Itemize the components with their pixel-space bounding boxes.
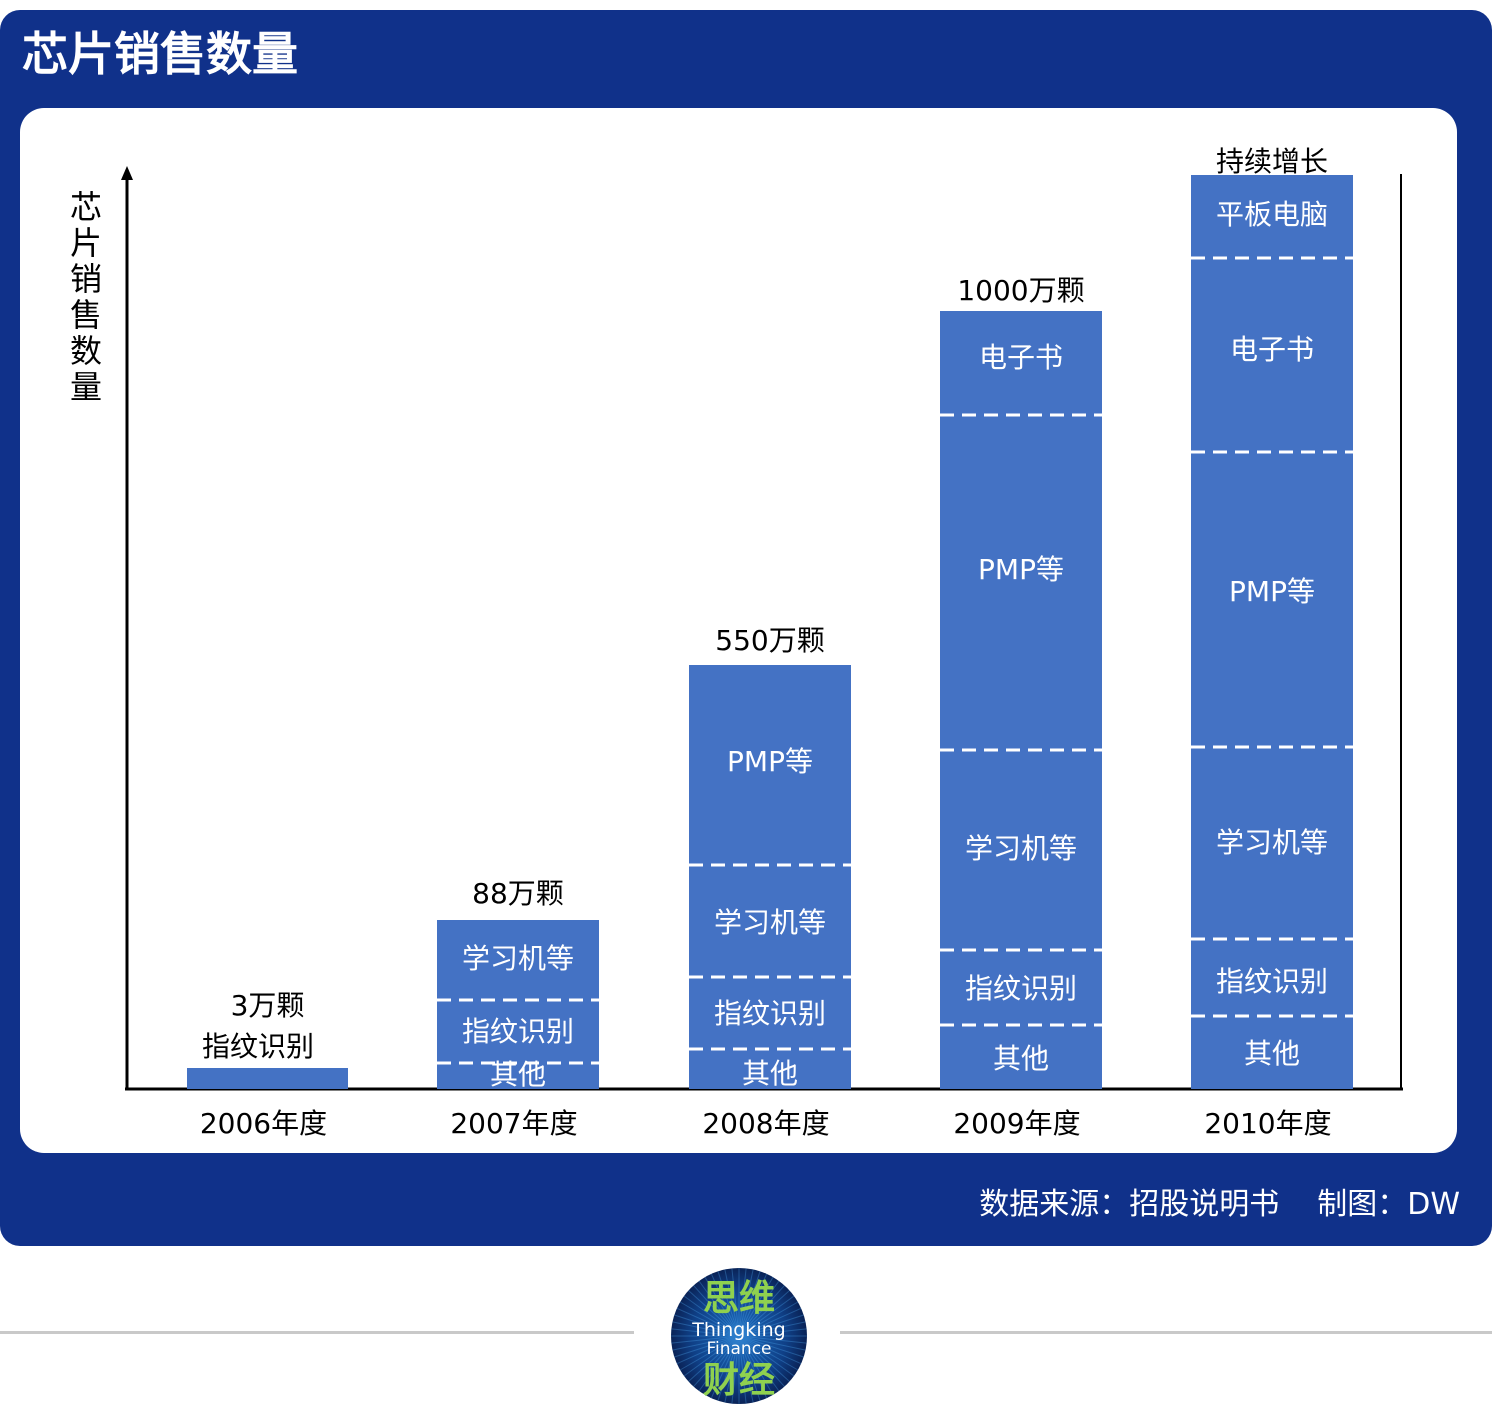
segment-label: PMP等 <box>1229 575 1315 608</box>
bar-total-label: 1000万颗 <box>957 274 1084 307</box>
segment-label: 指纹识别 <box>965 972 1077 1005</box>
segment-label: 学习机等 <box>462 942 574 975</box>
logo-top-text: 思维 <box>703 1278 775 1319</box>
y-axis-label-char: 片 <box>70 224 102 262</box>
x-tick-label: 2006年度 <box>200 1107 327 1140</box>
segment-label: PMP等 <box>978 553 1064 586</box>
segment-label: 指纹识别 <box>462 1015 574 1048</box>
bar-total-label: 持续增长 <box>1216 145 1328 178</box>
segment-label: 电子书 <box>979 341 1063 374</box>
segment-label: 学习机等 <box>1216 826 1328 859</box>
divider-left <box>0 1331 634 1334</box>
y-axis-label-char: 数 <box>70 332 102 370</box>
y-axis-label-char: 销 <box>70 260 102 298</box>
logo-line2: Finance <box>706 1339 771 1359</box>
bar-chart: 芯片销售数量 指纹识别 3万颗 2006年度 其他 指纹识别 学习机等 88万颗 2007年度… <box>70 145 1403 1140</box>
bar-total-label: 88万颗 <box>472 877 564 910</box>
source-note: 数据来源：招股说明书 制图：DW <box>979 1183 1460 1227</box>
segment-label: 指纹识别 <box>714 997 826 1030</box>
divider-right <box>840 1331 1492 1334</box>
logo-line1: Thingking <box>691 1319 785 1341</box>
segment-label: 指纹识别 <box>1216 965 1328 998</box>
bar-2010年度 <box>1191 175 1353 1089</box>
bar-2009年度 <box>940 311 1102 1089</box>
segment-label: 其他 <box>1244 1037 1300 1070</box>
segment-label: 学习机等 <box>714 906 826 939</box>
y-axis-label-char: 芯 <box>70 188 102 226</box>
bar-2006年度 <box>187 1068 348 1089</box>
segment-label: 学习机等 <box>965 832 1077 865</box>
segment-label: 其他 <box>742 1057 798 1090</box>
segment-label: 指纹识别 <box>202 1030 314 1063</box>
x-tick-label: 2009年度 <box>953 1107 1080 1140</box>
bar-total-label: 3万颗 <box>231 989 305 1022</box>
credit-text: 制图：DW <box>1317 1187 1460 1222</box>
segment-label: 其他 <box>993 1042 1049 1075</box>
page-title: 芯片销售数量 <box>22 27 298 81</box>
bar-2007年度 <box>437 920 599 1089</box>
x-tick-label: 2008年度 <box>702 1107 829 1140</box>
source-text: 数据来源：招股说明书 <box>979 1187 1280 1222</box>
y-axis-label: 芯片销售数量 <box>70 188 102 406</box>
segment-label: 电子书 <box>1230 333 1314 366</box>
x-tick-label: 2010年度 <box>1204 1107 1331 1140</box>
y-axis-label-char: 售 <box>70 296 102 334</box>
y-axis-label-char: 量 <box>70 368 102 406</box>
segment-label: 平板电脑 <box>1216 198 1328 231</box>
x-tick-label: 2007年度 <box>450 1107 577 1140</box>
bar-2008年度 <box>689 665 851 1089</box>
logo-bottom-text: 财经 <box>703 1360 775 1401</box>
logo: 思维 Thingking Finance 财经 <box>671 1268 807 1404</box>
bar-total-label: 550万颗 <box>715 624 824 657</box>
segment-label: PMP等 <box>727 745 813 778</box>
segment-label: 其他 <box>490 1058 546 1091</box>
